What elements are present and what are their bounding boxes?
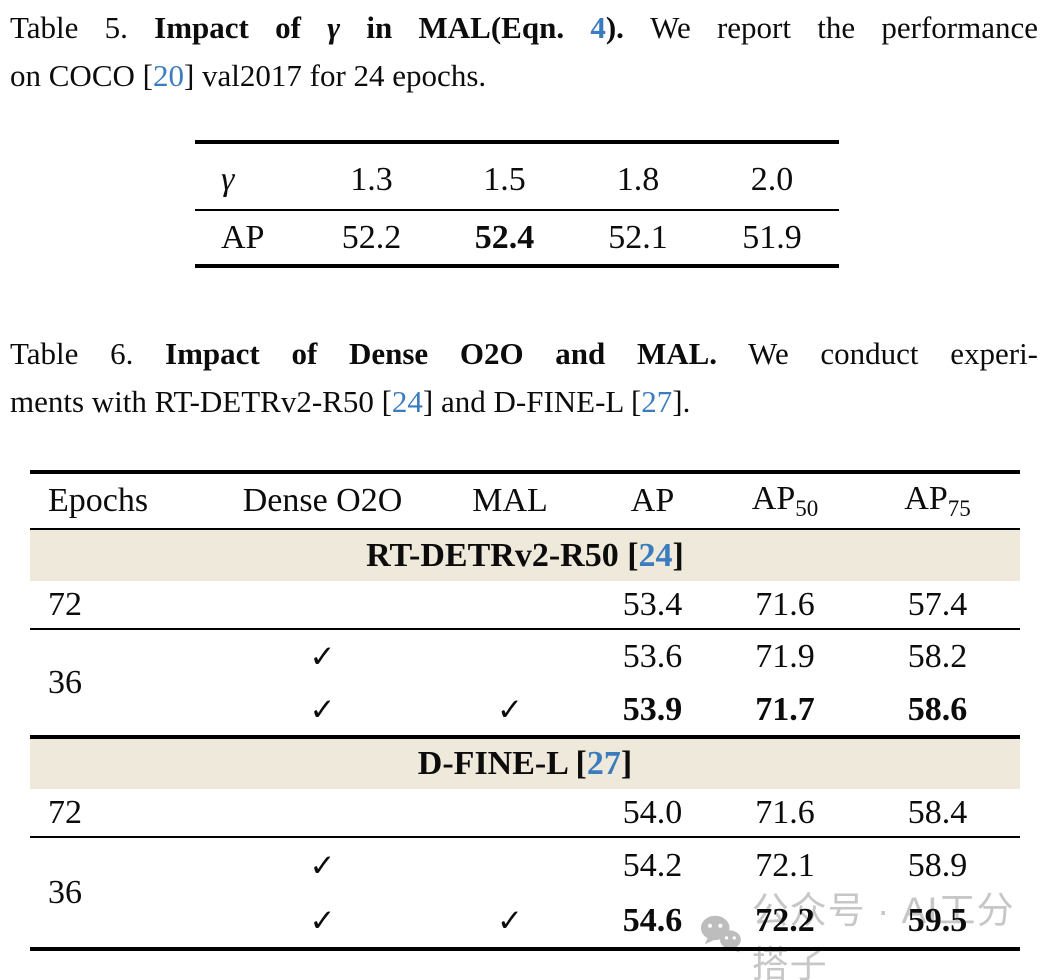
table6-dense-o2o-mal-ablation: Epochs Dense O2O MAL AP AP50 AP75 RT-DET… [30,470,1020,951]
caption-bold-text: in MAL(Eqn. [340,10,591,45]
ap75-value: 58.2 [907,638,968,675]
table5-gamma-ablation: γ 1.3 1.5 1.8 2.0 AP 52.2 52.4 52.1 51.9 [195,140,839,268]
caption-text: ] and D-FINE-L [ [422,384,642,419]
mal-cell [430,581,590,629]
ap-value-best: 52.4 [474,218,535,256]
watermark-text: 公众号 · AI工分搭子 [751,890,1015,980]
ap50-value: 71.6 [755,585,815,623]
table5-header-row: γ 1.3 1.5 1.8 2.0 [195,142,839,210]
ap50-value-best: 71.7 [755,690,815,728]
caption-text: ments with RT-DETRv2-R50 [ [10,384,392,419]
table-row: 36 ✓ 54.2 72.1 58.9 [30,837,1020,911]
section-title: D-FINE-L [27] [30,737,1020,789]
checkmark-dense-o2o: ✓ [309,639,336,674]
caption-text: Table 6. [10,336,166,371]
dense-o2o-cell [215,581,430,629]
caption-bold-text: Impact of Dense O2O and MAL. [165,336,718,371]
caption-text: We report the performance [650,10,1038,45]
ap-value: 52.1 [608,218,668,256]
ap-value: 52.2 [341,218,402,256]
gamma-value: 2.0 [750,160,794,198]
ap75-value: 57.4 [907,585,968,623]
checkmark-mal: ✓ [497,902,523,938]
epochs-value: 72 [48,585,82,623]
caption-bold-text: Impact of [154,10,328,45]
table5-caption: Table 5. Impact of γ in MAL(Eqn. 4). We … [10,4,1038,100]
watermark: 公众号 · AI工分搭子 [700,890,1046,980]
ap75-value: 58.4 [907,793,968,831]
column-header-ap: AP [630,482,675,519]
ap75-value-best: 58.6 [907,690,968,728]
citation-link[interactable]: 27 [586,745,621,782]
caption-text: Table 5. [10,10,155,45]
ap-value: 54.0 [622,793,683,831]
mal-cell [430,789,590,837]
gamma-value: 1.3 [350,160,393,198]
epochs-value: 72 [48,793,82,831]
table6-caption: Table 6. Impact of Dense O2O and MAL. We… [10,330,1038,426]
ap-value: 54.2 [622,847,683,884]
table5-caption-line2: on COCO [20] val2017 for 24 epochs. [10,52,1038,100]
section-header-rtdetrv2: RT-DETRv2-R50 [24] [30,529,1020,581]
checkmark-dense-o2o: ✓ [309,691,336,727]
caption-text: ] val2017 for 24 epochs. [183,58,487,93]
epochs-value: 36 [48,663,82,701]
gamma-value: 1.5 [483,160,526,198]
checkmark-mal: ✓ [497,691,523,727]
column-header-ap75: AP75 [904,480,971,521]
citation-link[interactable]: 24 [391,384,423,419]
caption-text: on COCO [ [10,58,153,93]
column-header-epochs: Epochs [48,482,149,519]
ap50-value: 72.1 [755,847,815,884]
caption-text: ]. [672,384,691,419]
subscript-50: 50 [795,496,819,521]
ap75-value: 58.9 [907,847,968,884]
ap-value-best: 53.9 [622,690,683,728]
checkmark-dense-o2o: ✓ [309,902,336,938]
caption-text: We conduct experi- [717,336,1039,371]
ap-value: 53.6 [622,638,683,675]
checkmark-dense-o2o: ✓ [309,848,336,883]
mal-cell [430,629,590,684]
dense-o2o-cell [215,789,430,837]
gamma-symbol: γ [327,10,341,45]
mal-cell [430,837,590,894]
gamma-row-label: γ [221,160,235,198]
ap50-value: 71.6 [755,793,815,831]
column-header-mal: MAL [472,482,548,519]
table-row: ✓ ✓ 54.6 72.2 59.5 [30,894,1020,949]
ap75-value-best: 59.5 [907,901,968,939]
ap-row-label: AP [221,218,265,256]
table-row: 72 53.4 71.6 57.4 [30,581,1020,629]
gamma-value: 1.8 [616,160,660,198]
ap-value-best: 54.6 [622,901,683,939]
ap-value: 51.9 [742,218,802,256]
ap50-value-best: 72.2 [755,901,815,939]
table5-caption-line1: Table 5. Impact of γ in MAL(Eqn. 4). We … [10,4,1038,52]
column-header-dense-o2o: Dense O2O [242,482,403,519]
ap50-value: 71.9 [755,638,815,675]
epochs-value: 36 [48,873,82,911]
ap-value: 53.4 [622,585,683,623]
table6-caption-line2: ments with RT-DETRv2-R50 [24] and D-FINE… [10,378,1038,426]
caption-bold-text: ). [605,10,651,45]
table6-caption-line1: Table 6. Impact of Dense O2O and MAL. We… [10,330,1038,378]
wechat-icon [700,915,741,953]
table-row: ✓ ✓ 53.9 71.7 58.6 [30,684,1020,737]
table6-header-row: Epochs Dense O2O MAL AP AP50 AP75 [30,472,1020,529]
section-title: RT-DETRv2-R50 [24] [30,529,1020,581]
citation-link[interactable]: 20 [152,58,184,93]
equation-link[interactable]: 4 [590,10,606,45]
column-header-ap50: AP50 [751,480,819,521]
section-header-dfine: D-FINE-L [27] [30,737,1020,789]
table5-ap-row: AP 52.2 52.4 52.1 51.9 [195,210,839,266]
table-row: 36 ✓ 53.6 71.9 58.2 [30,629,1020,701]
citation-link[interactable]: 24 [638,536,673,574]
citation-link[interactable]: 27 [641,384,673,419]
subscript-75: 75 [947,496,971,521]
table-row: 72 54.0 71.6 58.4 [30,789,1020,837]
